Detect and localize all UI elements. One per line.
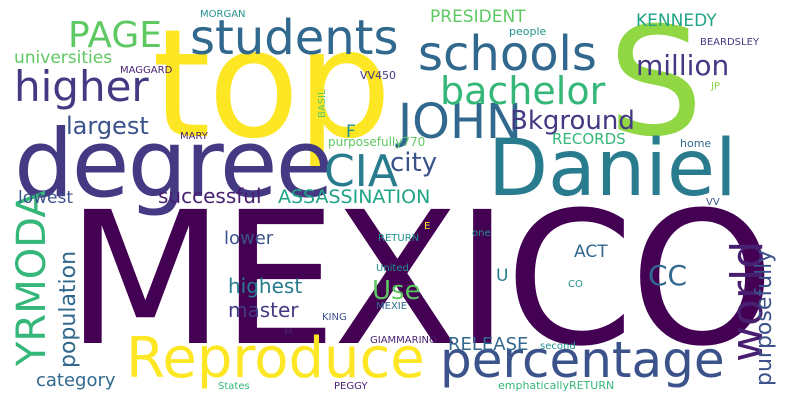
word-master: master (228, 298, 299, 322)
word-beardsley: BEARDSLEY (700, 37, 760, 48)
word-percentage: percentage (440, 331, 725, 389)
word-s: S (608, 0, 704, 170)
word-morgan: MORGAN (200, 9, 246, 20)
word-successful: successful (158, 184, 262, 208)
word-second: second (540, 341, 576, 352)
word-act: ACT (574, 242, 608, 262)
word-release: RELEASE (448, 334, 529, 355)
word-degree: degree (14, 110, 333, 219)
word-mexico: MEXICO (66, 173, 775, 387)
word-purposefully770: purposefully770 (328, 135, 426, 149)
word-people: people (509, 25, 547, 38)
word-mary: MARY (180, 131, 208, 142)
word-vv: VV (706, 197, 720, 208)
word-vv450: VV450 (360, 69, 397, 82)
word-kennedy: KENNEDY (636, 11, 717, 31)
word-mexie: MEXIE (376, 301, 408, 312)
word-use: Use (372, 276, 421, 306)
word-city: city (390, 148, 438, 178)
word-president: PRESIDENT (430, 7, 526, 27)
word-category: category (36, 370, 116, 391)
word-largest: largest (66, 112, 149, 140)
word-return: RETURN (378, 233, 420, 244)
word-giammarino: GIAMMARINO (370, 335, 437, 346)
word-john: JOHN (398, 94, 522, 150)
word-home: home (680, 137, 712, 150)
word-universities: universities (14, 48, 113, 68)
word-schools: schools (418, 26, 597, 82)
word-page: PAGE (68, 15, 163, 56)
word-highest: highest (228, 274, 303, 298)
word-assassination: ASSASSINATION (278, 186, 431, 208)
word-population: population (56, 250, 81, 368)
word-lower: lower (224, 228, 274, 249)
word-cc: CC (648, 259, 688, 292)
word-co: CO (568, 279, 583, 290)
word-students: students (190, 10, 399, 66)
word-yrmoda: YRMODA (9, 190, 55, 366)
word-cia: CIA (324, 146, 398, 197)
word-top: top (152, 0, 392, 172)
word-records: RECORDS (552, 130, 626, 148)
word-states: States (218, 381, 250, 392)
word-emphatically-return: emphaticallyRETURN (498, 379, 615, 392)
word-bachelor: bachelor (440, 69, 606, 113)
word-king: KING (322, 312, 347, 323)
word-basil: BASIL (317, 89, 328, 118)
word-maggard: MAGGARD (120, 65, 173, 76)
word-daniel: Daniel (488, 124, 737, 214)
word-united: United (376, 263, 409, 274)
word-m: M (284, 327, 293, 338)
word-higher: higher (14, 62, 149, 111)
word-lowest: lowest (18, 188, 74, 208)
word-one: one (472, 228, 491, 239)
word-u: U (496, 266, 509, 286)
word-million: million (636, 49, 730, 82)
word-purposefully: purposefully (752, 249, 777, 386)
word-e: E (424, 221, 431, 232)
word-bkground: Bkground (510, 106, 635, 136)
word-reproduce: Reproduce (126, 326, 425, 391)
word-jp: JP (711, 81, 720, 92)
word-peggy: PEGGY (334, 381, 368, 392)
word-f: F (346, 122, 356, 142)
